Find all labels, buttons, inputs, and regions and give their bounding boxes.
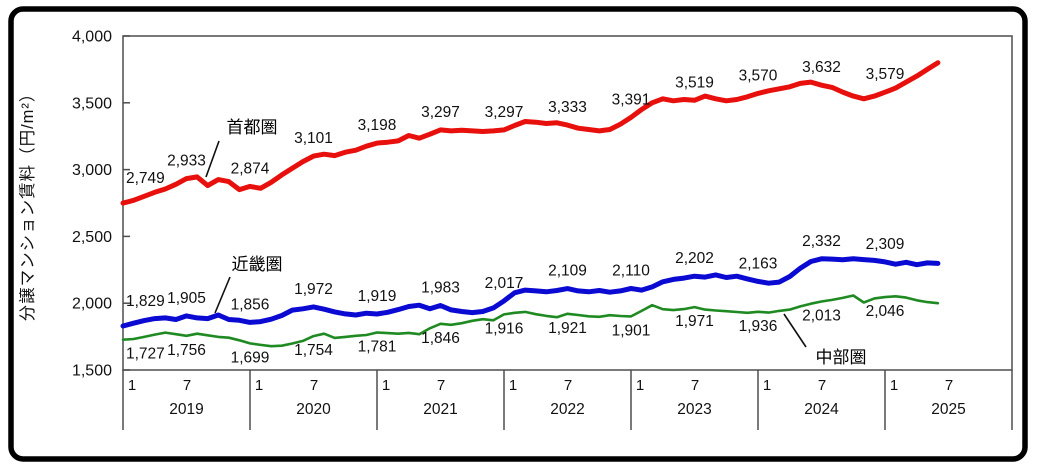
x-axis-month-label: 1: [382, 377, 390, 394]
callout-leader-line: [205, 140, 220, 178]
x-axis-month-label: 1: [509, 377, 517, 394]
y-axis-tick-label: 2,000: [72, 296, 112, 313]
value-label-0: 3,519: [675, 74, 714, 91]
value-label-2: 1,916: [485, 320, 524, 337]
value-label-1: 2,332: [802, 233, 841, 250]
value-label-2: 2,013: [802, 307, 841, 324]
x-axis-year-label: 2022: [550, 401, 584, 418]
x-axis-month-label: 7: [818, 377, 826, 394]
value-label-0: 3,632: [802, 59, 841, 76]
value-label-2: 1,699: [231, 349, 270, 366]
value-label-2: 1,754: [294, 342, 333, 359]
value-label-1: 2,017: [485, 275, 524, 292]
value-label-1: 1,829: [126, 293, 165, 310]
x-axis-month-label: 7: [437, 377, 445, 394]
series-line-2: [121, 294, 940, 348]
x-axis-month-label: 1: [763, 377, 771, 394]
x-axis-month-label: 1: [890, 377, 898, 394]
value-label-2: 1,921: [548, 320, 587, 337]
series-name-label: 中部圏: [816, 348, 867, 367]
y-axis-title: 分譲マンション賃料（円/m²）: [18, 85, 37, 322]
value-label-1: 2,163: [739, 255, 778, 272]
series-line-0: [120, 60, 941, 206]
value-label-0: 3,579: [866, 66, 905, 83]
value-label-0: 2,749: [126, 170, 165, 187]
x-axis-year-label: 2023: [677, 401, 711, 418]
value-label-1: 2,109: [548, 263, 587, 280]
value-label-1: 1,905: [167, 290, 206, 307]
series-name-label: 首都圏: [227, 118, 278, 137]
value-label-2: 1,901: [612, 322, 651, 339]
value-label-0: 3,198: [358, 117, 397, 134]
value-label-2: 1,846: [421, 330, 460, 347]
value-label-0: 2,933: [167, 153, 206, 170]
y-axis-tick-label: 4,000: [72, 29, 112, 46]
value-label-0: 3,391: [612, 91, 651, 108]
value-label-0: 2,874: [231, 160, 270, 177]
callout-leader-line: [214, 276, 231, 314]
value-label-2: 1,971: [675, 313, 714, 330]
x-axis-month-label: 7: [310, 377, 318, 394]
value-label-2: 2,046: [866, 303, 905, 320]
value-label-2: 1,756: [167, 342, 206, 359]
value-label-2: 1,936: [739, 318, 778, 335]
x-axis-month-label: 7: [183, 377, 191, 394]
value-label-0: 3,101: [294, 130, 333, 147]
value-label-1: 2,110: [612, 263, 650, 280]
value-label-1: 1,856: [231, 296, 270, 313]
x-axis-month-label: 1: [128, 377, 136, 394]
y-axis-tick-label: 2,500: [72, 229, 112, 246]
series-name-label: 近畿圏: [232, 255, 283, 274]
x-axis-year-label: 2020: [296, 401, 331, 418]
value-label-1: 1,972: [294, 281, 333, 298]
callout-leader-line: [783, 313, 807, 348]
value-label-1: 1,983: [421, 279, 460, 296]
value-label-1: 1,919: [358, 288, 397, 305]
value-label-0: 3,297: [485, 104, 524, 121]
x-axis-month-label: 1: [636, 377, 644, 394]
y-axis-tick-label: 3,500: [72, 95, 112, 112]
y-axis-tick-label: 3,000: [72, 162, 112, 179]
y-axis-tick-label: 1,500: [72, 363, 112, 380]
value-label-0: 3,297: [421, 104, 460, 121]
value-label-2: 1,781: [358, 338, 397, 355]
x-axis-month-label: 1: [255, 377, 263, 394]
x-axis-year-label: 2025: [931, 401, 965, 418]
value-label-2: 1,727: [126, 346, 165, 363]
value-label-0: 3,333: [548, 99, 587, 116]
x-axis-month-label: 7: [564, 377, 572, 394]
series-line-1: [120, 256, 941, 329]
value-label-0: 3,570: [739, 67, 778, 84]
x-axis-year-label: 2019: [169, 401, 203, 418]
value-label-1: 2,202: [675, 250, 714, 267]
x-axis-year-label: 2021: [423, 401, 457, 418]
value-label-1: 2,309: [866, 236, 905, 253]
x-axis-year-label: 2024: [804, 401, 839, 418]
x-axis-month-label: 7: [691, 377, 699, 394]
x-axis-month-label: 7: [945, 377, 953, 394]
